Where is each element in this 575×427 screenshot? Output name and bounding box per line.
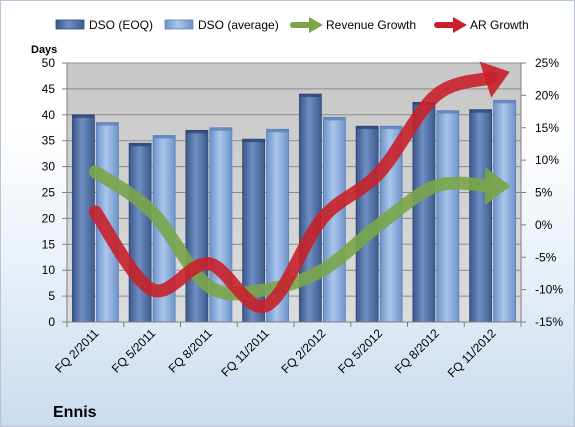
left-tick-label: 20 <box>42 211 56 225</box>
line-ar-growth <box>88 71 498 313</box>
bar-top <box>242 139 265 143</box>
left-tick-label: 25 <box>42 186 56 200</box>
bar-top <box>72 114 95 118</box>
bar-top <box>356 126 379 130</box>
left-tick-label: 0 <box>48 315 55 329</box>
x-tick-label: FQ 5/2011 <box>109 326 159 376</box>
right-tick-label: 10% <box>535 153 559 167</box>
left-axis-ticks: 0 5 10 15 20 25 30 35 40 45 50 <box>42 56 67 329</box>
right-tick-label: 5% <box>535 186 553 200</box>
right-tick-label: -15% <box>535 315 563 329</box>
bar-top <box>323 117 346 121</box>
right-tick-label: -10% <box>535 283 563 297</box>
bar-top <box>469 109 492 113</box>
x-tick-label: FQ 5/2012 <box>335 326 385 376</box>
bar-dso-eoq- <box>469 109 493 323</box>
x-tick-label: FQ 2/2011 <box>52 326 102 376</box>
bar-dso-average- <box>493 99 517 323</box>
x-tick-label: FQ 8/2011 <box>166 326 216 376</box>
growth-lines <box>88 61 511 313</box>
legend: DSO (EOQ) DSO (average) Revenue Growth AR G… <box>55 17 529 33</box>
right-tick-label: 0% <box>535 218 553 232</box>
left-tick-label: 40 <box>42 108 56 122</box>
bar-top <box>266 129 289 133</box>
bar-top <box>96 122 119 126</box>
bar-top <box>185 130 208 134</box>
legend-label-ar-growth: AR Growth <box>470 18 529 32</box>
bar-top <box>209 127 232 131</box>
right-tick-label: 15% <box>535 121 559 135</box>
x-tick-label: FQ 8/2012 <box>392 326 442 376</box>
arrowhead-ar-growth <box>479 61 510 98</box>
company-label: Ennis <box>53 404 97 421</box>
right-axis-ticks: -15% -10% -5% 0% 5% 10% 15% 20% 25% <box>521 56 563 329</box>
right-tick-label: -5% <box>535 250 557 264</box>
bar-dso-eoq- <box>185 129 209 323</box>
bar-dso-eoq- <box>298 93 322 323</box>
legend-label-dso-average-: DSO (average) <box>198 18 279 32</box>
left-axis-title: Days <box>31 44 57 56</box>
bar-dso-eoq- <box>412 101 436 323</box>
bar-top <box>129 143 152 147</box>
left-tick-label: 5 <box>48 289 55 303</box>
x-tick-label: FQ 11/2012 <box>445 326 499 380</box>
arrowhead-revenue-growth <box>485 167 511 206</box>
bar-dso-eoq- <box>128 142 152 323</box>
bar-top <box>153 135 176 139</box>
left-tick-label: 50 <box>42 56 56 70</box>
legend-arrow-ar-growth <box>453 17 467 33</box>
legend-swatch-dso-average- <box>164 19 194 30</box>
right-tick-label: 25% <box>535 56 559 70</box>
left-tick-label: 15 <box>42 237 56 251</box>
x-tick-label: FQ 11/2011 <box>218 326 272 380</box>
bar-dso-eoq- <box>71 114 95 323</box>
bar-top <box>380 126 403 130</box>
x-tick-label: FQ 2/2012 <box>279 326 329 376</box>
bar-top <box>436 110 459 114</box>
legend-arrow-revenue-growth <box>309 17 323 33</box>
bar-top <box>299 94 322 98</box>
legend-swatch-dso-eoq- <box>55 19 85 30</box>
legend-label-revenue-growth: Revenue Growth <box>326 18 416 32</box>
bar-top <box>493 100 516 104</box>
left-tick-label: 45 <box>42 82 56 96</box>
right-tick-label: 20% <box>535 88 559 102</box>
legend-label-dso-eoq-: DSO (EOQ) <box>89 18 153 32</box>
x-axis-ticks: FQ 2/2011 FQ 5/2011 FQ 8/2011 FQ 11/2011 FQ … <box>52 326 499 380</box>
left-tick-label: 30 <box>42 160 56 174</box>
left-tick-label: 35 <box>42 134 56 148</box>
left-tick-label: 10 <box>42 263 56 277</box>
bar-dso-average- <box>436 110 460 323</box>
